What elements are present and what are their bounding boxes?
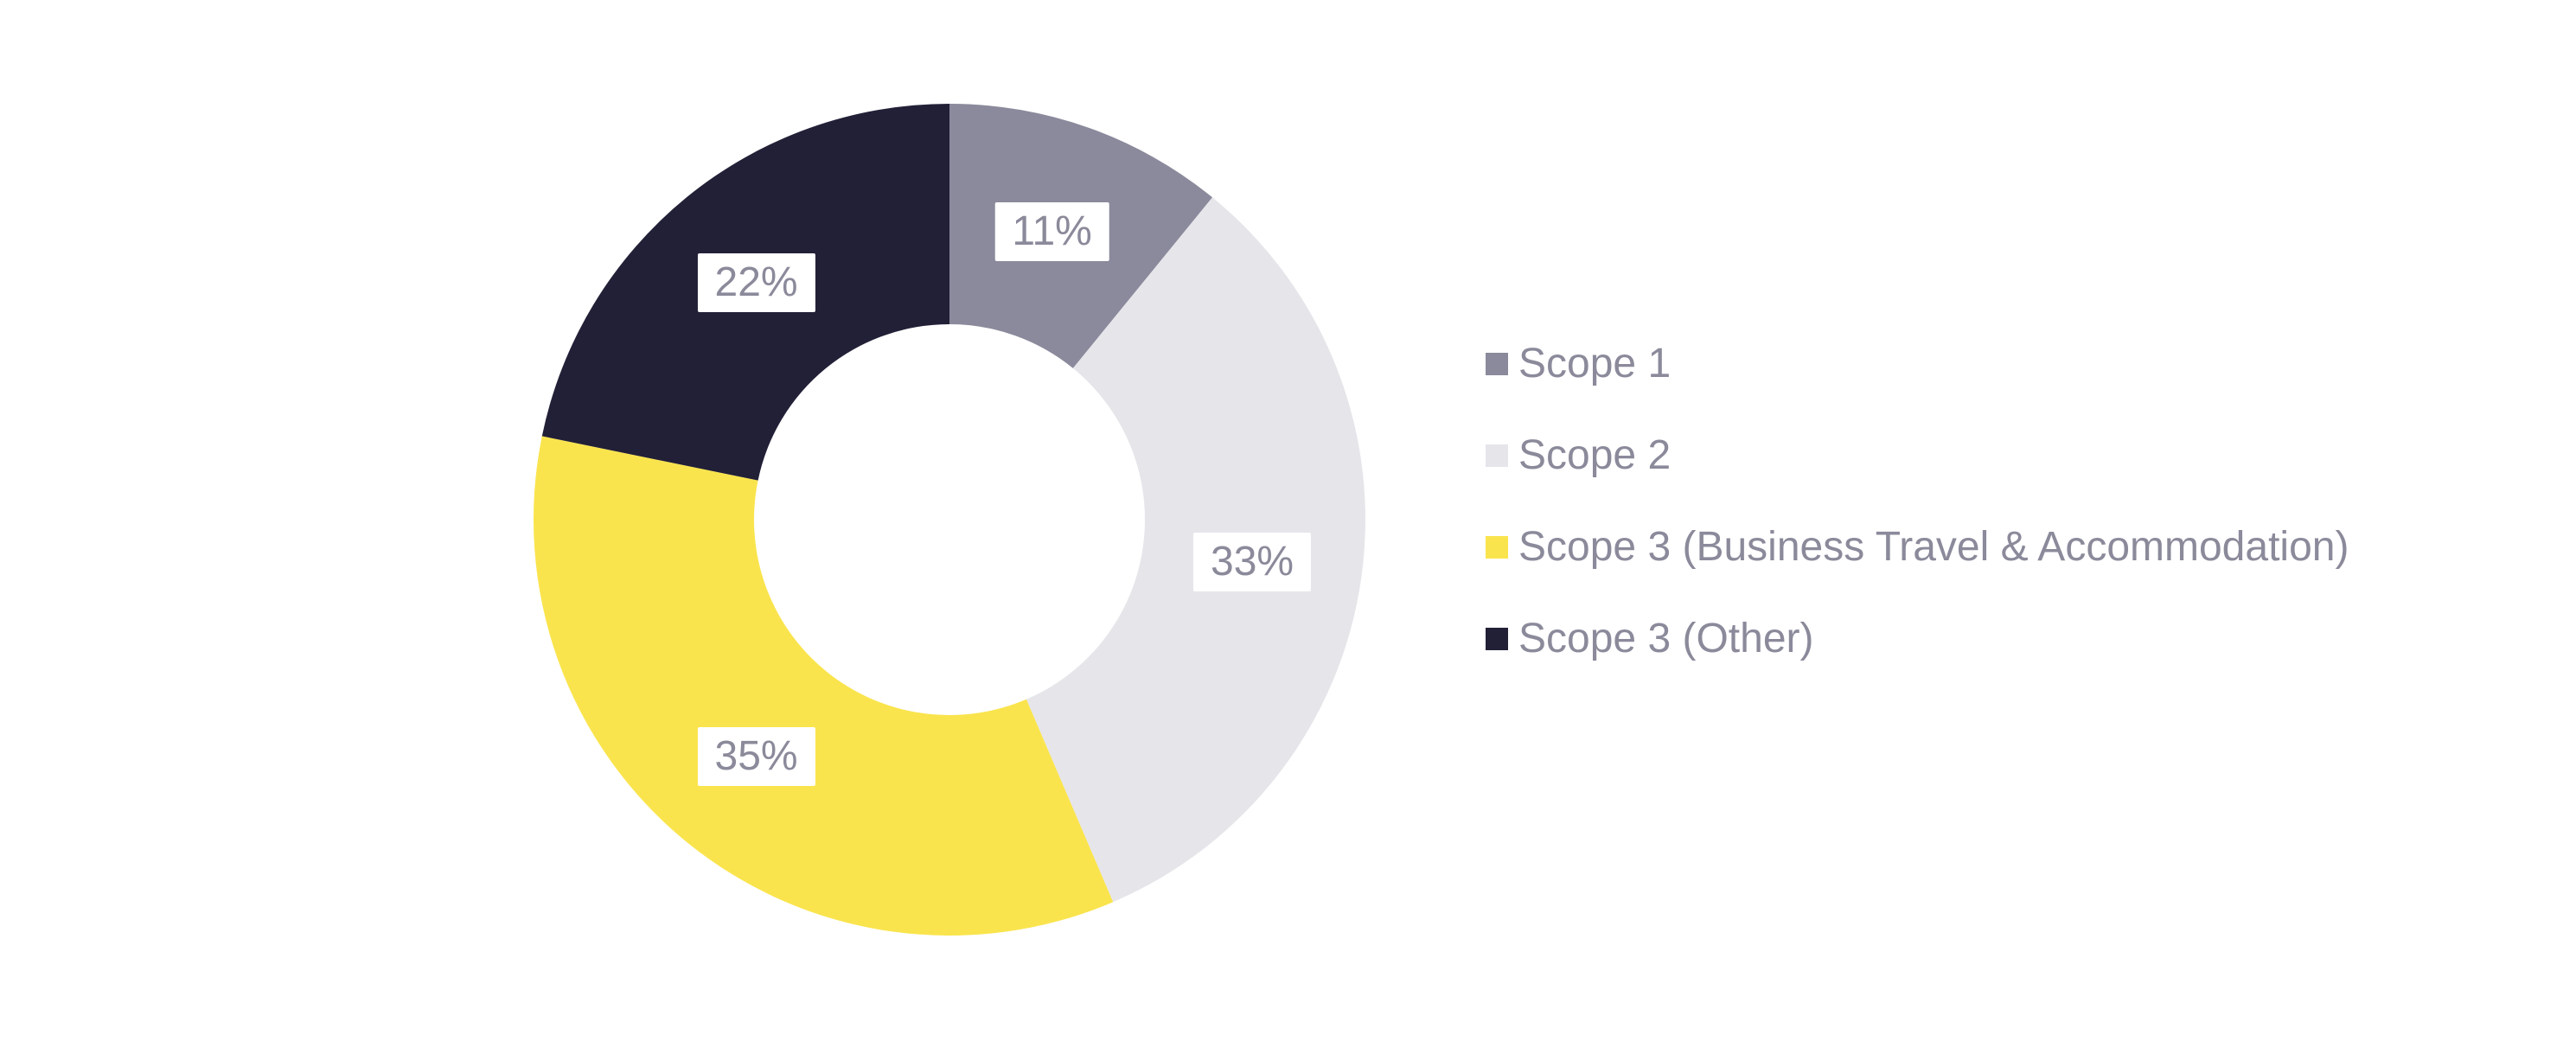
chart-legend: Scope 1 Scope 2 Scope 3 (Business Travel &…: [1486, 340, 2349, 663]
legend-item[interactable]: Scope 1: [1486, 340, 2349, 388]
legend-label: Scope 2: [1518, 432, 1672, 478]
pie-segment-4[interactable]: [541, 104, 949, 481]
legend-swatch-icon: [1486, 628, 1508, 650]
legend-label: Scope 1: [1518, 341, 1672, 386]
legend-swatch-icon: [1486, 536, 1508, 559]
legend-label: Scope 3 (Other): [1518, 616, 1814, 661]
legend-swatch-icon: [1486, 444, 1508, 467]
pie-segment-3[interactable]: [533, 436, 1114, 936]
legend-label: Scope 3 (Business Travel & Accommodation…: [1518, 524, 2349, 570]
legend-item[interactable]: Scope 3 (Other): [1486, 615, 2349, 663]
legend-item[interactable]: Scope 2: [1486, 431, 2349, 480]
legend-item[interactable]: Scope 3 (Business Travel & Accommodation…: [1486, 523, 2349, 572]
legend-swatch-icon: [1486, 353, 1508, 375]
